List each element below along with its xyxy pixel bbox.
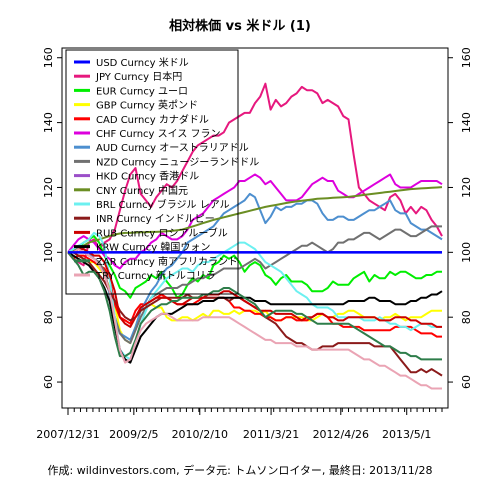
y-tick-label-left: 120 <box>42 177 55 198</box>
series-line-6 <box>68 192 443 341</box>
legend-label: CHF Curncy スイス フラン <box>96 128 221 140</box>
x-tick-label: 2010/2/10 <box>172 428 228 441</box>
series-line-4 <box>67 251 442 338</box>
y-tick-label-right: 120 <box>460 177 473 198</box>
x-tick-label: 2012/4/26 <box>313 428 369 441</box>
series-lines <box>67 82 443 390</box>
x-tick-label: 2009/2/5 <box>109 428 158 441</box>
series-line-14 <box>67 251 442 361</box>
legend-label: RUB Curncy ロシアルーブル <box>96 226 228 239</box>
legend-label: HKD Curncy 香港ドル <box>96 171 199 183</box>
y-tick-label-left: 80 <box>42 310 55 324</box>
x-axis: 2007/12/31 2009/2/5 2010/2/10 2011/3/21 2012… <box>36 408 443 441</box>
y-tick-label-left: 140 <box>42 112 55 133</box>
x-tick-label: 2011/3/21 <box>243 428 299 441</box>
y-axis-left: 60 80 100 120 140 160 <box>42 47 62 389</box>
legend-label: CNY Curncy 中国元 <box>96 184 188 197</box>
series-line-9 <box>67 186 443 254</box>
y-tick-label-right: 160 <box>460 47 473 68</box>
legend-label: JPY Curncy 日本円 <box>95 70 182 83</box>
legend-label: CAD Curncy カナダドル <box>96 113 209 126</box>
footer-credit: 作成: wildinvestors.com, データ元: トムソンロイター, 最… <box>48 463 433 477</box>
y-tick-label-right: 100 <box>460 242 473 263</box>
x-tick-label: 2007/12/31 <box>36 428 99 441</box>
x-tick-label: 2013/5/1 <box>382 428 431 441</box>
legend-label: ZAR Curncy 南アフリカランド <box>96 255 238 268</box>
y-tick-label-right: 80 <box>460 310 473 324</box>
series-line-5 <box>67 173 443 270</box>
series-line-12 <box>68 248 442 328</box>
chart-title: 相対株価 vs 米ドル (1) <box>169 18 311 34</box>
legend-label: USD Curncy 米ドル <box>96 56 189 69</box>
legend-label: NZD Curncy ニュージーランドドル <box>96 156 259 168</box>
legend-label: EUR Curncy ユーロ <box>96 86 188 97</box>
y-tick-label-left: 100 <box>42 242 55 263</box>
legend-box <box>65 49 239 295</box>
y-tick-label-right: 140 <box>460 112 473 133</box>
legend-label: AUD Curncy オーストラリアドル <box>96 142 249 154</box>
y-axis-right: 60 80 100 120 140 160 <box>448 47 473 389</box>
series-line-2 <box>68 235 442 299</box>
legend-label: KRW Curncy 韓国ウォン <box>96 242 210 254</box>
legend-label: BRL Curncy ブラジル レアル <box>96 198 230 211</box>
series-line-13 <box>67 251 443 364</box>
y-tick-label-right: 60 <box>460 375 473 389</box>
y-tick-label-left: 160 <box>42 47 55 68</box>
legend-label: TRY Curncy 新トルコリラ <box>95 269 216 282</box>
legend-label: GBP Curncy 英ポンド <box>96 99 198 112</box>
y-tick-label-left: 60 <box>42 375 55 389</box>
legend-label: INR Curncy インドルピー <box>96 213 215 225</box>
series-line-15 <box>68 248 442 390</box>
series-line-7 <box>68 225 442 345</box>
